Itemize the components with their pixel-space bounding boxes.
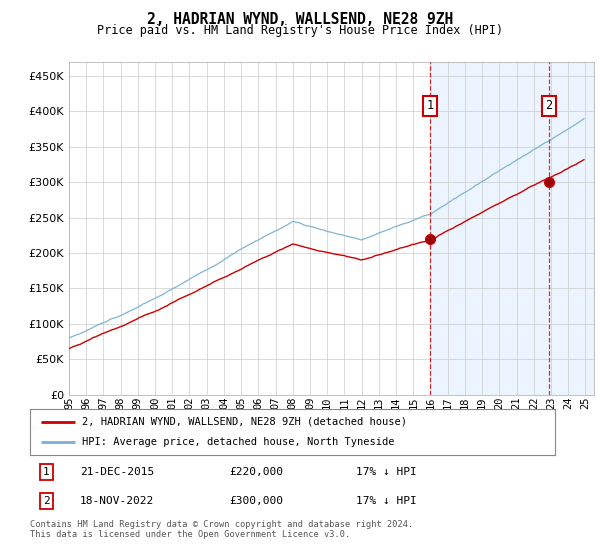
Text: 21-DEC-2015: 21-DEC-2015 [80, 468, 154, 477]
Text: £300,000: £300,000 [229, 496, 284, 506]
Text: 2: 2 [545, 99, 553, 112]
Text: 17% ↓ HPI: 17% ↓ HPI [355, 468, 416, 477]
Text: 2, HADRIAN WYND, WALLSEND, NE28 9ZH (detached house): 2, HADRIAN WYND, WALLSEND, NE28 9ZH (det… [83, 417, 407, 427]
Text: 2, HADRIAN WYND, WALLSEND, NE28 9ZH: 2, HADRIAN WYND, WALLSEND, NE28 9ZH [147, 12, 453, 27]
Text: 1: 1 [427, 99, 434, 112]
Text: Contains HM Land Registry data © Crown copyright and database right 2024.
This d: Contains HM Land Registry data © Crown c… [30, 520, 413, 539]
Text: 1: 1 [43, 468, 50, 477]
Text: HPI: Average price, detached house, North Tyneside: HPI: Average price, detached house, Nort… [83, 437, 395, 447]
Text: £220,000: £220,000 [229, 468, 284, 477]
Text: 2: 2 [43, 496, 50, 506]
Text: 18-NOV-2022: 18-NOV-2022 [80, 496, 154, 506]
Text: Price paid vs. HM Land Registry's House Price Index (HPI): Price paid vs. HM Land Registry's House … [97, 24, 503, 36]
Text: 17% ↓ HPI: 17% ↓ HPI [355, 496, 416, 506]
Bar [430, 62, 594, 395]
